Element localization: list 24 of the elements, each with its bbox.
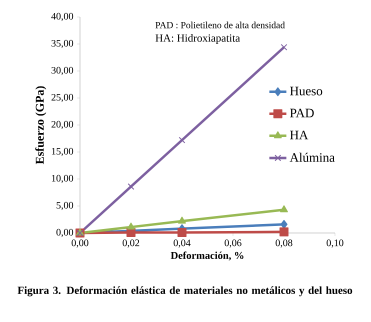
- y-tick-label: 35,00: [52, 40, 74, 48]
- x-tick-label: 0,10: [326, 240, 344, 248]
- text: Figura 3. Deformación elástica de materiales no metálicos y del hueso: [18, 286, 352, 296]
- y-tick-label: 30,00: [52, 66, 74, 76]
- x-tick-label: 0,00: [72, 240, 88, 248]
- legend-label: HA: [290, 130, 308, 140]
- x-tick-label: 0,04: [174, 240, 191, 248]
- y-tick-label: 0,00: [56, 228, 74, 238]
- y-tick-label: 5,00: [56, 202, 74, 210]
- y-tick-label: 25,00: [52, 94, 74, 102]
- y-tick-label: 10,00: [52, 174, 74, 184]
- y-tick-label: 20,00: [52, 120, 74, 130]
- y-axis-title: Esfuerzo (GPa): [35, 86, 46, 164]
- x-axis-title: Deformación, %: [170, 252, 244, 261]
- legend-label: PAD: [290, 108, 314, 118]
- annotation: HA: Hidroxiapatita: [156, 34, 240, 44]
- legend-label: Hueso: [290, 86, 322, 96]
- x-tick-label: 0,08: [276, 240, 292, 248]
- legend-label: Alúmina: [290, 152, 335, 162]
- annotation: PAD : Polietileno de alta densidad: [155, 22, 285, 28]
- x-tick-label: 0,06: [224, 240, 242, 248]
- x-tick-label: 0,02: [122, 240, 140, 248]
- y-tick-label: 40,00: [51, 12, 74, 22]
- y-tick-label: 15,00: [52, 148, 74, 156]
